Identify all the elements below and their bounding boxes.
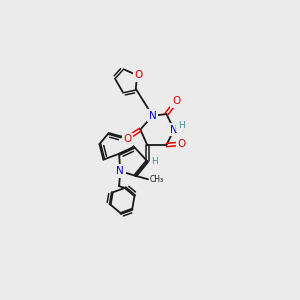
Text: O: O bbox=[172, 96, 180, 106]
Text: N: N bbox=[116, 166, 124, 176]
Text: O: O bbox=[178, 139, 186, 149]
Text: O: O bbox=[124, 134, 132, 144]
Text: N: N bbox=[149, 111, 157, 121]
Text: H: H bbox=[178, 121, 185, 130]
Text: CH₃: CH₃ bbox=[149, 175, 163, 184]
Text: O: O bbox=[134, 70, 142, 80]
Text: N: N bbox=[170, 124, 178, 135]
Text: H: H bbox=[151, 157, 158, 166]
